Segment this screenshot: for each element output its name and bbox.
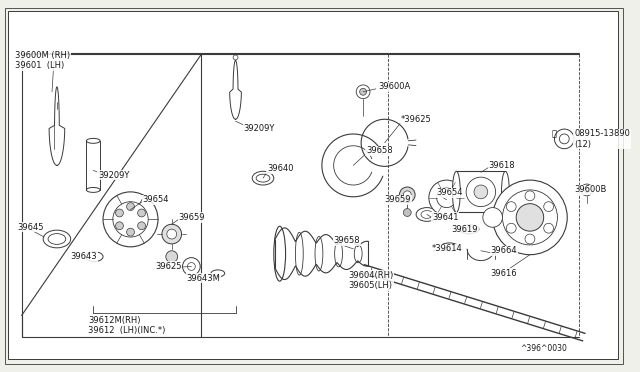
Ellipse shape — [315, 237, 323, 271]
Ellipse shape — [416, 208, 438, 221]
Circle shape — [544, 202, 554, 212]
Ellipse shape — [452, 171, 460, 212]
Circle shape — [506, 223, 516, 233]
Ellipse shape — [86, 187, 100, 192]
Circle shape — [182, 258, 200, 275]
Circle shape — [544, 223, 554, 233]
Bar — [456, 171, 506, 212]
Ellipse shape — [335, 241, 342, 267]
Ellipse shape — [252, 171, 274, 185]
Text: 39604(RH)
39605(LH): 39604(RH) 39605(LH) — [348, 270, 394, 290]
Text: 39658: 39658 — [366, 146, 393, 155]
Text: 39659: 39659 — [179, 213, 205, 222]
Ellipse shape — [460, 225, 479, 234]
Text: 39616: 39616 — [491, 269, 517, 278]
Circle shape — [506, 202, 516, 212]
Circle shape — [502, 190, 557, 245]
Circle shape — [399, 187, 415, 203]
Text: ^396^0030: ^396^0030 — [520, 344, 567, 353]
Circle shape — [116, 209, 124, 217]
Text: 39600M (RH)
39601  (LH): 39600M (RH) 39601 (LH) — [15, 51, 70, 70]
Circle shape — [167, 229, 177, 239]
Bar — [86, 141, 100, 190]
Ellipse shape — [85, 252, 103, 262]
Circle shape — [483, 208, 502, 227]
Ellipse shape — [440, 243, 458, 251]
Text: 39600A: 39600A — [378, 82, 410, 92]
Ellipse shape — [86, 138, 100, 143]
Circle shape — [138, 209, 145, 217]
Text: 39612M(RH)
39612  (LH)(INC.*): 39612M(RH) 39612 (LH)(INC.*) — [88, 316, 166, 335]
Text: 39659: 39659 — [385, 195, 411, 204]
Ellipse shape — [43, 230, 70, 248]
Text: 39209Y: 39209Y — [98, 171, 129, 180]
Circle shape — [584, 187, 590, 193]
Circle shape — [360, 89, 367, 95]
Circle shape — [138, 222, 145, 230]
Circle shape — [403, 209, 411, 217]
Ellipse shape — [48, 234, 66, 244]
Text: 39664: 39664 — [491, 246, 517, 255]
Text: 39625: 39625 — [155, 262, 182, 271]
Ellipse shape — [274, 226, 285, 281]
Text: 39600B: 39600B — [574, 185, 607, 195]
Circle shape — [493, 180, 567, 255]
Ellipse shape — [355, 245, 362, 263]
Circle shape — [429, 180, 464, 215]
Text: 39658: 39658 — [333, 237, 360, 246]
Text: 39640: 39640 — [267, 164, 293, 173]
Text: 39643: 39643 — [70, 252, 97, 261]
Ellipse shape — [502, 171, 509, 212]
Text: 39654: 39654 — [436, 188, 463, 198]
Circle shape — [466, 177, 495, 206]
Circle shape — [581, 184, 593, 196]
Circle shape — [127, 228, 134, 236]
Text: 39619: 39619 — [451, 225, 478, 234]
Circle shape — [166, 251, 178, 263]
Text: 39654: 39654 — [142, 195, 169, 204]
Circle shape — [474, 185, 488, 199]
Circle shape — [233, 55, 238, 60]
Circle shape — [127, 203, 134, 211]
Text: 39641: 39641 — [432, 213, 458, 222]
Text: *39614: *39614 — [432, 244, 463, 253]
Circle shape — [103, 192, 158, 247]
Circle shape — [113, 202, 148, 237]
Ellipse shape — [256, 174, 270, 182]
Text: 39643M: 39643M — [186, 274, 220, 283]
Text: 39645: 39645 — [18, 223, 44, 232]
Circle shape — [554, 129, 574, 149]
Text: 39618: 39618 — [489, 161, 515, 170]
Circle shape — [525, 234, 535, 244]
Text: *39625: *39625 — [401, 115, 431, 124]
Ellipse shape — [463, 227, 475, 232]
Circle shape — [516, 203, 543, 231]
Text: 08915-13890
(12): 08915-13890 (12) — [574, 129, 630, 148]
Text: Ⓥ: Ⓥ — [552, 129, 557, 138]
Ellipse shape — [296, 232, 303, 275]
Circle shape — [188, 263, 195, 270]
Circle shape — [525, 191, 535, 201]
Text: 39209Y: 39209Y — [243, 124, 275, 132]
Circle shape — [162, 224, 182, 244]
Circle shape — [356, 85, 370, 99]
Ellipse shape — [211, 270, 225, 277]
Circle shape — [403, 191, 411, 199]
Circle shape — [436, 188, 456, 208]
Circle shape — [559, 134, 569, 144]
Ellipse shape — [421, 211, 433, 218]
Circle shape — [116, 222, 124, 230]
